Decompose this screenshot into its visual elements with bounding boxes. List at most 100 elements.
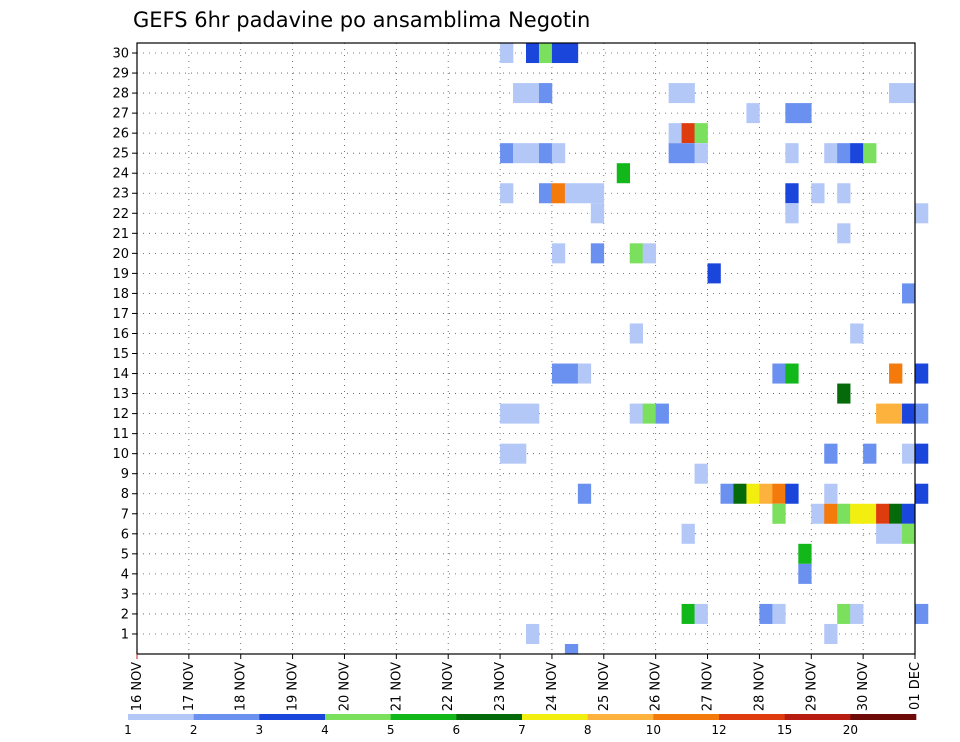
x-tick-label: 26 NOV [649,662,664,711]
heatmap-cell [746,483,760,504]
heatmap-cell [500,43,514,64]
heatmap-cell [590,203,605,224]
heatmap-cell [551,363,566,384]
heatmap-cell [513,143,527,164]
heatmap-cell [772,603,786,624]
heatmap-cell [902,283,916,304]
x-tick-label: 17 NOV [182,662,197,711]
heatmap-cell [513,83,527,104]
heatmap-cell [668,143,682,164]
heatmap-cell [798,103,812,124]
y-tick-label: 26 [112,127,129,142]
colorbar-label: 3 [256,723,264,737]
y-tick-label: 21 [112,227,129,242]
x-tick-label: 16 NOV [130,662,145,711]
heatmap-cells [500,43,929,654]
chart-title: GEFS 6hr padavine po ansamblima Negotin [133,8,590,32]
heatmap-cell [500,143,514,164]
heatmap-cell [785,183,799,204]
heatmap-cell [772,363,786,384]
heatmap-cell [902,503,916,524]
heatmap-cell [681,143,695,164]
y-tick-label: 24 [112,167,129,182]
x-tick-label: 19 NOV [286,662,301,711]
y-tick-label: 22 [112,207,129,222]
y-tick-label: 29 [112,67,129,82]
y-tick-label: 28 [112,87,129,102]
colorbar-label: 6 [453,723,461,737]
heatmap-cell [915,203,929,224]
heatmap-cell [785,203,799,224]
x-tick-label: 30 NOV [856,662,871,711]
heatmap-cell [707,263,721,284]
heatmap-cell [642,403,656,424]
heatmap-cell [889,363,903,384]
heatmap-cell [694,123,708,144]
colorbar-swatch [587,714,654,720]
colorbar-swatch [719,714,785,720]
x-tick-label: 29 NOV [804,662,819,711]
y-tick-label: 25 [112,147,129,162]
colorbar-swatch [850,714,917,720]
colorbar-label: 4 [321,723,329,737]
y-axis-ticks: 1234567891011121314151617181920212223242… [112,47,137,642]
heatmap-cell [526,83,540,104]
heatmap-cell [837,383,851,404]
colorbar-swatch [784,714,851,720]
heatmap-cell [577,183,592,204]
heatmap-cell [681,123,695,144]
heatmap-cell [837,143,851,164]
heatmap-cell [577,483,592,504]
heatmap-cell [837,503,851,524]
heatmap-cell [577,363,592,384]
heatmap-cell [889,523,903,544]
heatmap-cell [500,443,514,464]
heatmap-cell [538,43,553,64]
x-tick-label: 18 NOV [234,662,249,711]
plot-frame [136,42,916,655]
colorbar-label: 20 [843,723,858,737]
y-tick-label: 16 [112,327,129,342]
heatmap-cell [564,43,579,64]
heatmap-cell [889,83,903,104]
heatmap-cell [915,603,929,624]
heatmap-cell [772,483,786,504]
x-tick-label: 21 NOV [389,662,404,711]
heatmap-cell [564,183,579,204]
heatmap-cell [513,443,527,464]
heatmap-cell [876,523,890,544]
heatmap-cell [668,123,682,144]
x-axis-ticks: 16 NOV 17 NOV 18 NOV 19 NOV 20 NOV 21 NOV 22 N… [130,654,923,711]
heatmap-cell [564,363,579,384]
heatmap-cell [798,543,812,564]
x-tick-label: 20 NOV [337,662,352,711]
heatmap-cell [915,443,929,464]
heatmap-cell [655,403,669,424]
heatmap-cell [889,503,903,524]
heatmap-cell [733,483,747,504]
colorbar-swatch [456,714,523,720]
heatmap-cell [629,243,643,264]
heatmap-cell [824,143,838,164]
x-tick-label: 22 NOV [441,662,456,711]
x-tick-label: 25 NOV [597,662,612,711]
heatmap-cell [850,603,864,624]
x-tick-label: 23 NOV [493,662,508,711]
heatmap-cell [694,463,708,484]
heatmap-cell [551,243,566,264]
heatmap-cell [538,143,553,164]
heatmap-cell [902,83,916,104]
y-tick-label: 7 [121,507,129,522]
heatmap-cell [642,243,656,264]
heatmap-cell [785,363,799,384]
y-tick-label: 8 [121,487,129,502]
colorbar-label: 7 [518,723,526,737]
y-tick-label: 15 [112,347,129,362]
heatmap-cell [720,483,734,504]
heatmap-cell [824,443,838,464]
heatmap-cell [694,603,708,624]
heatmap-cell [863,143,877,164]
heatmap-cell [513,403,527,424]
y-tick-label: 12 [112,407,129,422]
